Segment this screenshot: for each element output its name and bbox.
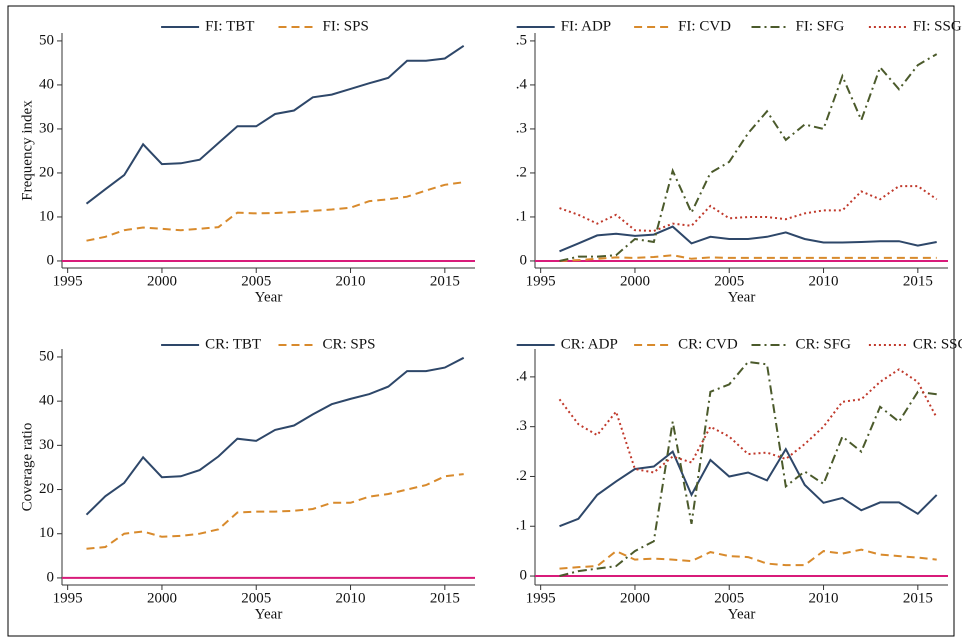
x-tick-label: 2010	[809, 590, 839, 606]
y-tick-label: .1	[516, 208, 527, 224]
x-tick-label: 2005	[241, 590, 271, 606]
x-tick-label: 2005	[714, 590, 744, 606]
y-tick-label: 50	[39, 348, 54, 364]
legend-label: FI: SSG	[913, 18, 962, 34]
legend-label: FI: CVD	[678, 18, 731, 34]
x-tick-label: 2015	[903, 273, 933, 289]
x-tick-label: 2000	[620, 273, 650, 289]
x-tick-label: 2005	[241, 273, 271, 289]
x-tick-label: 2000	[620, 590, 650, 606]
legend-label: CR: CVD	[678, 336, 738, 352]
y-tick-label: 30	[39, 120, 54, 136]
series-line	[559, 225, 937, 253]
x-tick-label: 2015	[903, 590, 933, 606]
series-line	[86, 181, 464, 242]
series-line	[559, 185, 938, 233]
x-tick-label: 2010	[336, 590, 366, 606]
y-tick-label: 40	[39, 76, 54, 92]
y-tick-label: 20	[39, 164, 54, 180]
legend-label: CR: ADP	[561, 336, 618, 352]
y-tick-label: .3	[516, 418, 527, 434]
y-tick-label: 10	[39, 525, 54, 541]
y-tick-label: 30	[39, 437, 54, 453]
y-tick-label: 0	[47, 252, 55, 268]
y-tick-label: 10	[39, 208, 54, 224]
y-tick-label: 0	[47, 569, 55, 585]
y-tick-label: .2	[516, 164, 527, 180]
legend-label: CR: SFG	[796, 336, 852, 352]
x-tick-label: 1995	[53, 273, 83, 289]
x-tick-label: 2015	[430, 273, 460, 289]
y-tick-label: .2	[516, 468, 527, 484]
y-tick-label: 50	[39, 32, 54, 48]
x-axis-label: Year	[255, 606, 283, 622]
legend-label: CR: TBT	[205, 336, 261, 352]
y-tick-label: .3	[516, 120, 527, 136]
legend-label: CR: SSG	[913, 336, 962, 352]
y-tick-label: .4	[516, 76, 528, 92]
x-tick-label: 1995	[526, 590, 556, 606]
x-tick-label: 1995	[526, 273, 556, 289]
series-line	[559, 548, 937, 570]
y-tick-label: 40	[39, 393, 54, 409]
y-tick-label: 0	[520, 567, 528, 583]
x-tick-label: 2010	[336, 273, 366, 289]
series-line	[85, 44, 465, 205]
series-line	[86, 473, 464, 550]
y-axis-label: Coverage ratio	[19, 423, 35, 512]
series-line	[85, 356, 465, 516]
x-tick-label: 2015	[430, 590, 460, 606]
legend-label: FI: TBT	[205, 18, 254, 34]
legend-label: FI: ADP	[561, 18, 611, 34]
frame	[7, 5, 955, 637]
x-tick-label: 2005	[714, 273, 744, 289]
series-line	[559, 254, 937, 262]
y-tick-label: 20	[39, 481, 54, 497]
y-tick-label: .5	[516, 32, 527, 48]
series-line	[559, 447, 938, 528]
y-tick-label: 0	[520, 252, 528, 268]
x-axis-label: Year	[255, 289, 283, 305]
series-line	[559, 360, 937, 577]
x-axis-label: Year	[728, 289, 756, 305]
x-tick-label: 2000	[147, 273, 177, 289]
x-tick-label: 1995	[53, 590, 83, 606]
y-axis-label: Frequency index	[19, 100, 35, 201]
legend-label: FI: SPS	[323, 18, 369, 34]
series-line	[558, 368, 938, 474]
y-tick-label: .1	[516, 518, 527, 534]
legend-label: FI: SFG	[796, 18, 845, 34]
x-tick-label: 2010	[809, 273, 839, 289]
x-tick-label: 2000	[147, 590, 177, 606]
legend-label: CR: SPS	[323, 336, 376, 352]
y-tick-label: .4	[516, 368, 528, 384]
x-axis-label: Year	[728, 606, 756, 622]
series-line	[559, 53, 938, 262]
